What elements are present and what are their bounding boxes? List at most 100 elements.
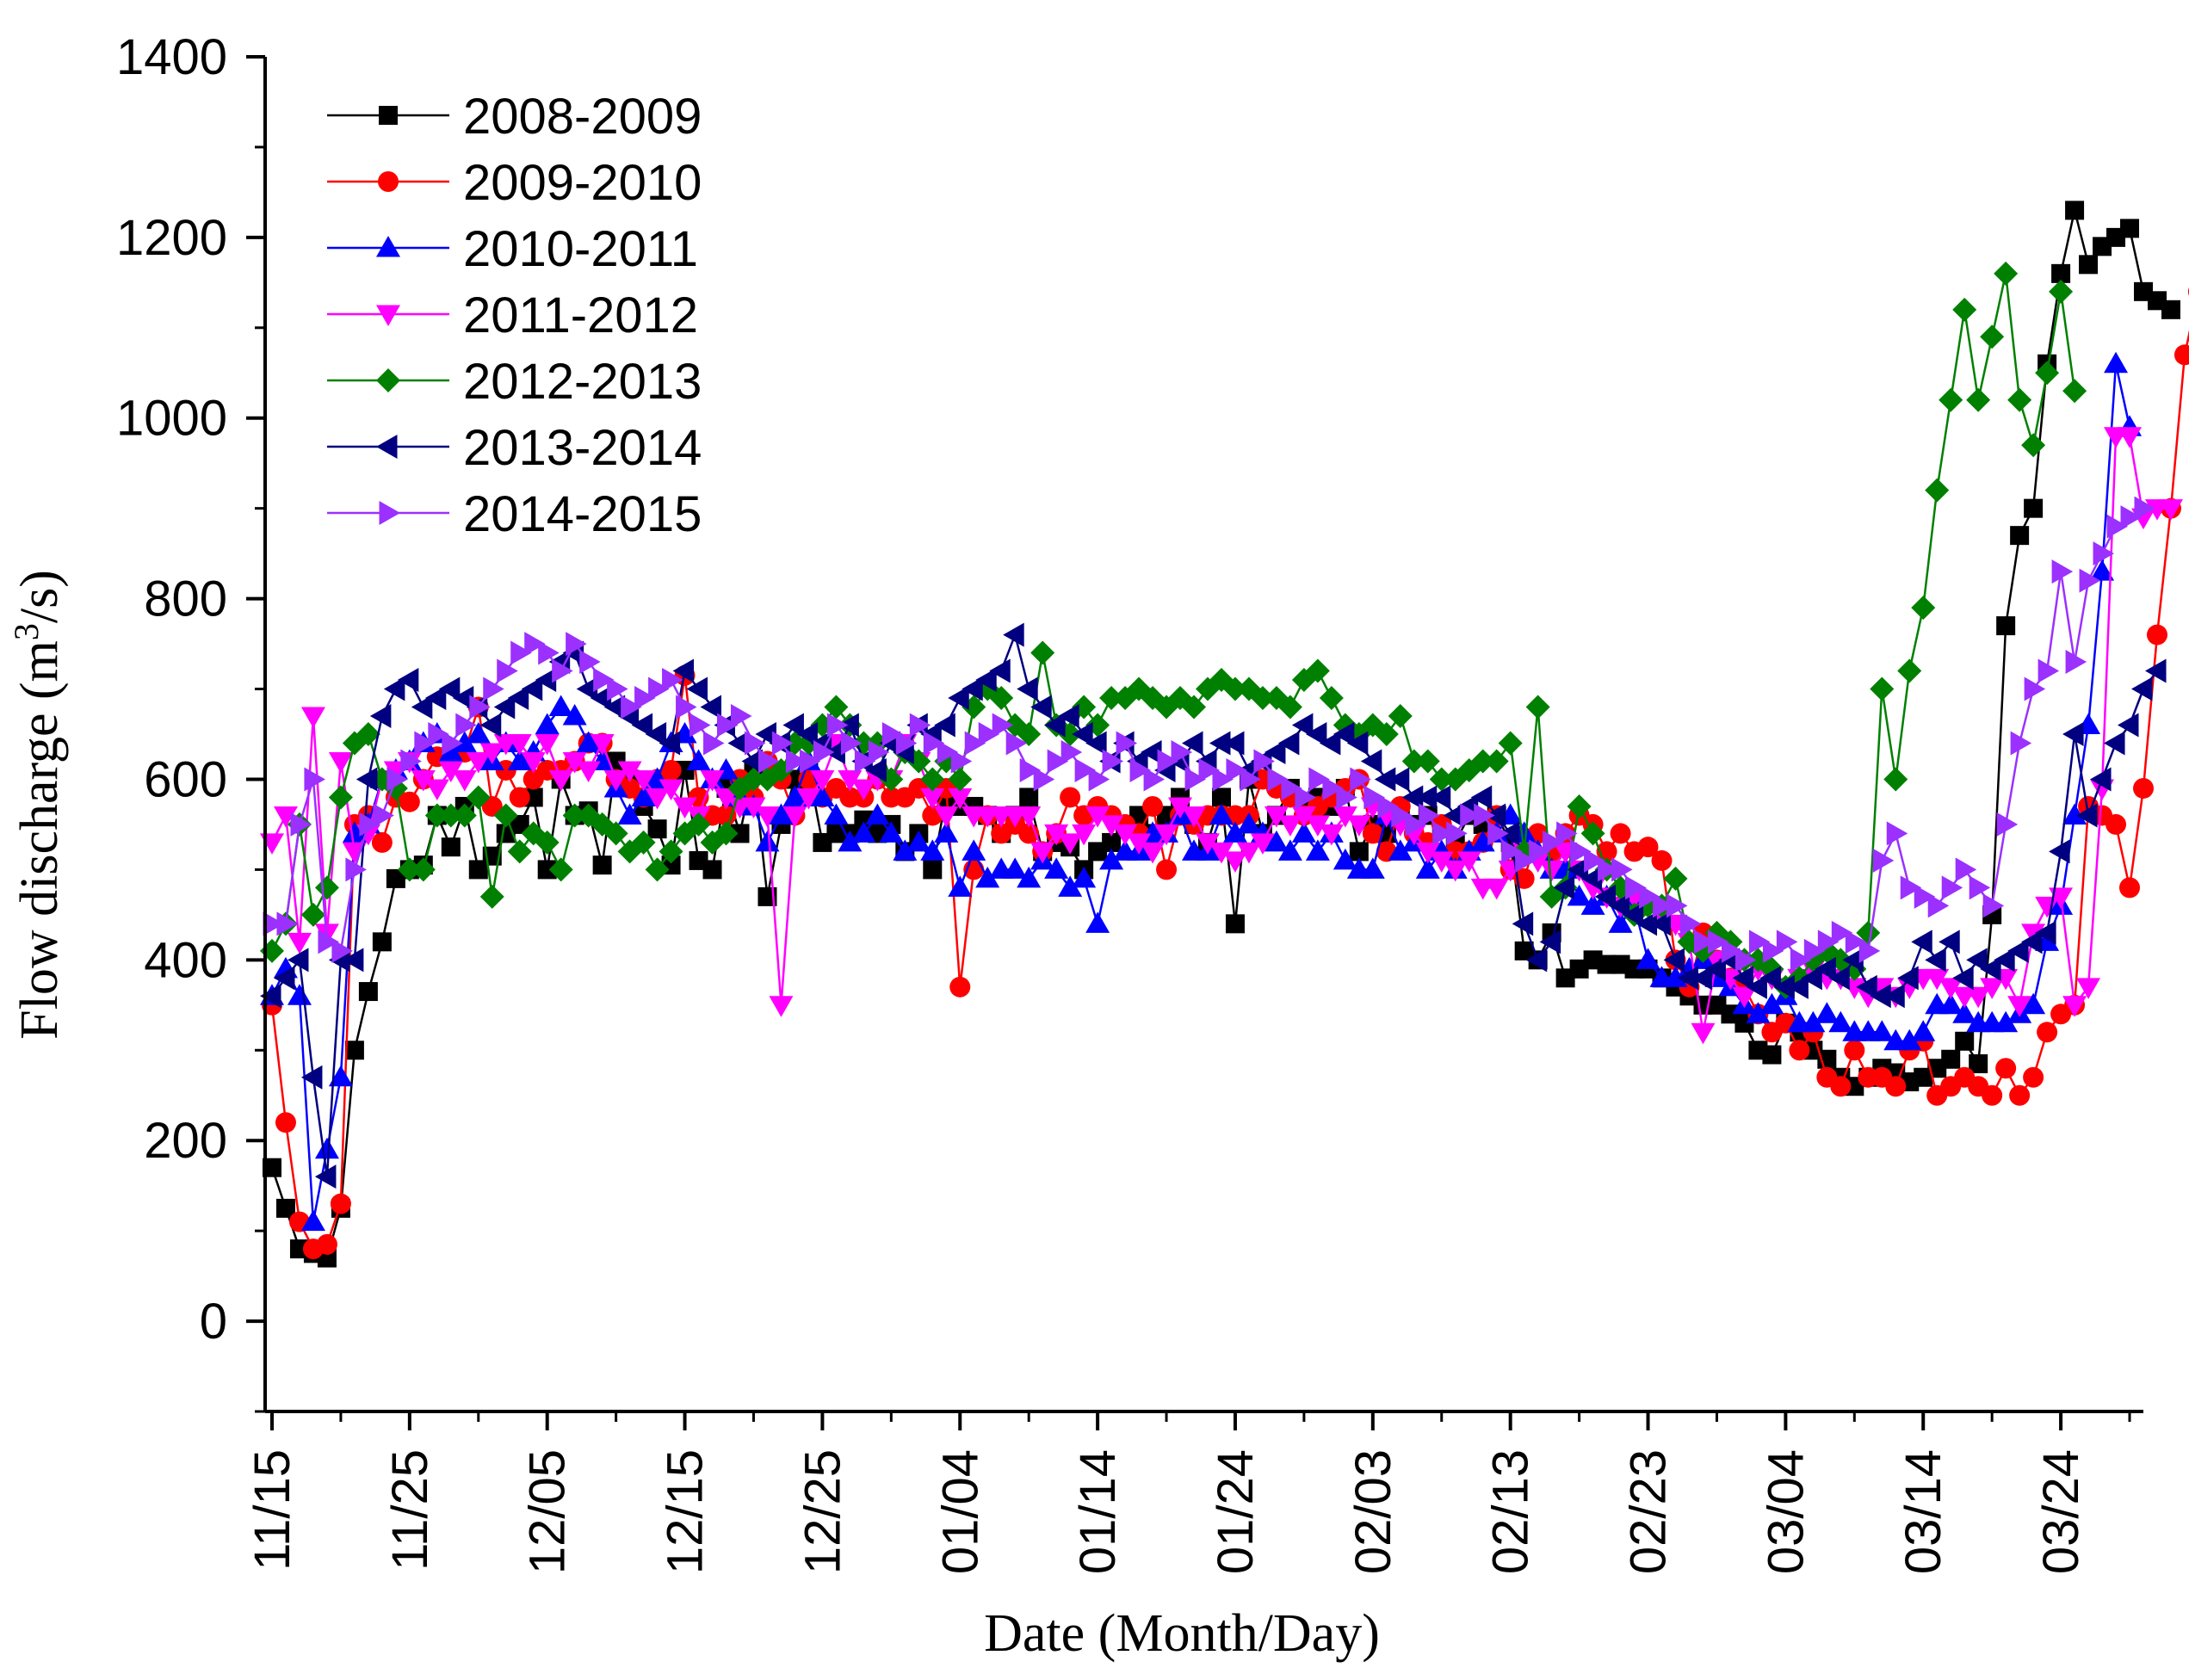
data-point-2012-2013 — [1994, 261, 2019, 286]
x-tick-label: 03/24 — [2033, 1449, 2089, 1574]
legend-marker — [378, 171, 399, 192]
data-point-2012-2013 — [631, 830, 656, 855]
x-tick-label: 03/04 — [1758, 1449, 1814, 1574]
data-point-2013-2014 — [1966, 948, 1988, 973]
data-point-2011-2012 — [507, 733, 532, 756]
data-point-2012-2013 — [328, 785, 353, 810]
data-point-2011-2012 — [700, 769, 725, 792]
data-point-2014-2015 — [2079, 568, 2101, 593]
data-point-2014-2015 — [717, 713, 739, 738]
data-point-2014-2015 — [1253, 749, 1275, 774]
data-point-2012-2013 — [1017, 722, 1042, 746]
data-point-2013-2014 — [2021, 930, 2043, 954]
data-point-2012-2013 — [645, 857, 670, 882]
data-point-2011-2012 — [1939, 978, 1963, 999]
data-point-2014-2015 — [510, 640, 532, 665]
data-point-2014-2015 — [1088, 767, 1110, 792]
data-point-2013-2014 — [1677, 966, 1698, 991]
legend-marker — [376, 368, 400, 392]
data-point-2013-2014 — [1732, 966, 1753, 991]
data-point-2014-2015 — [1308, 767, 1330, 792]
data-point-2008-2009 — [537, 860, 557, 880]
data-point-2014-2015 — [1377, 794, 1399, 818]
data-point-2010-2011 — [2104, 351, 2129, 374]
data-point-2011-2012 — [562, 751, 587, 774]
x-tick-label: 12/25 — [795, 1449, 850, 1574]
data-point-2010-2011 — [1897, 1028, 1922, 1051]
data-point-2014-2015 — [881, 722, 904, 746]
data-point-2014-2015 — [1460, 803, 1481, 828]
data-point-2008-2009 — [2051, 263, 2071, 283]
data-point-2014-2015 — [2106, 514, 2129, 539]
data-point-2011-2012 — [934, 806, 959, 828]
data-point-2010-2011 — [1580, 893, 1605, 915]
data-point-2013-2014 — [631, 713, 653, 738]
data-point-2014-2015 — [840, 731, 863, 756]
y-tick-label: 200 — [144, 1113, 227, 1169]
data-point-2013-2014 — [1553, 875, 1575, 900]
data-point-2010-2011 — [314, 1137, 339, 1159]
data-point-2013-2014 — [1305, 722, 1327, 746]
data-point-2014-2015 — [950, 749, 973, 774]
data-point-2014-2015 — [648, 676, 670, 701]
data-point-2010-2011 — [1663, 966, 1688, 987]
data-point-2012-2013 — [1567, 794, 1592, 818]
data-point-2009-2010 — [1362, 823, 1383, 844]
data-point-2011-2012 — [1966, 986, 1991, 1009]
data-point-2014-2015 — [1074, 757, 1097, 782]
data-point-2013-2014 — [397, 668, 419, 693]
data-point-2010-2011 — [1058, 875, 1083, 897]
data-point-2012-2013 — [1319, 686, 1344, 711]
data-point-2008-2009 — [2065, 201, 2085, 220]
data-point-2013-2014 — [1746, 974, 1767, 999]
data-point-2013-2014 — [2090, 767, 2112, 792]
legend-marker — [376, 305, 400, 326]
data-point-2013-2014 — [259, 984, 281, 1009]
x-tick-label: 02/13 — [1483, 1449, 1539, 1574]
data-point-2014-2015 — [1584, 848, 1605, 873]
legend-item-2009-2010: 2009-2010 — [327, 155, 702, 211]
data-point-2011-2012 — [438, 761, 463, 782]
x-axis-title: Date (Month/Day) — [984, 1604, 1380, 1663]
data-point-2013-2014 — [521, 676, 543, 701]
data-point-2010-2011 — [1360, 857, 1385, 879]
data-point-2013-2014 — [493, 695, 516, 720]
data-point-2014-2015 — [1803, 938, 1826, 963]
y-axis-title: Flow discharge (m3/s) — [7, 570, 70, 1040]
data-point-2012-2013 — [466, 785, 491, 810]
data-point-2010-2011 — [1470, 830, 1495, 852]
data-point-2014-2015 — [1529, 839, 1550, 864]
data-point-2011-2012 — [1443, 860, 1468, 882]
data-point-2014-2015 — [400, 749, 422, 774]
data-point-2014-2015 — [621, 695, 642, 720]
data-point-2012-2013 — [548, 857, 573, 882]
data-point-2011-2012 — [1291, 806, 1316, 828]
data-point-2008-2009 — [2024, 498, 2044, 518]
legend-marker — [379, 106, 398, 125]
data-point-2014-2015 — [1391, 803, 1413, 828]
data-point-2014-2015 — [1033, 767, 1055, 792]
data-point-2014-2015 — [937, 739, 959, 764]
data-point-2014-2015 — [1515, 848, 1537, 873]
data-point-2012-2013 — [1277, 695, 1302, 720]
plot-area — [259, 201, 2189, 1268]
legend-label: 2010-2011 — [463, 221, 698, 277]
data-point-2009-2010 — [1637, 837, 1659, 858]
data-point-2009-2010 — [399, 791, 420, 812]
data-point-2013-2014 — [1925, 948, 1946, 973]
data-point-2013-2014 — [796, 722, 818, 746]
data-point-2012-2013 — [1182, 695, 1207, 720]
data-point-2011-2012 — [2118, 427, 2143, 448]
data-point-2011-2012 — [1925, 968, 1950, 991]
data-point-2013-2014 — [1346, 731, 1369, 756]
data-point-2014-2015 — [1487, 821, 1509, 846]
data-point-2010-2011 — [1759, 992, 1784, 1015]
data-point-2012-2013 — [2021, 433, 2046, 458]
data-point-2013-2014 — [1980, 956, 2001, 981]
data-point-2011-2012 — [548, 769, 573, 792]
data-point-2011-2012 — [1154, 824, 1179, 846]
data-point-2012-2013 — [1470, 749, 1495, 774]
data-point-2013-2014 — [1058, 704, 1079, 729]
data-point-2013-2014 — [741, 749, 763, 774]
data-point-2013-2014 — [369, 704, 392, 729]
